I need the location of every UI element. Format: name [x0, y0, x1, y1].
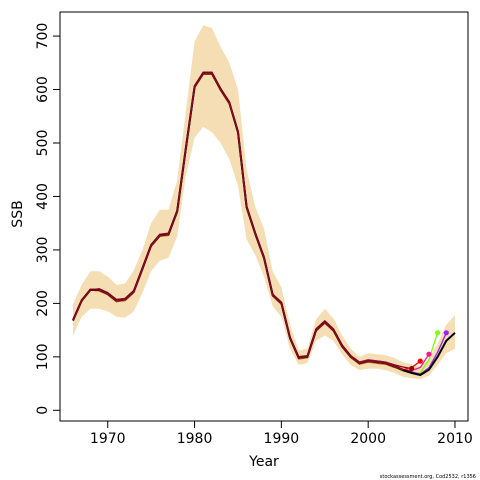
- y-axis-title: SSB: [10, 200, 26, 227]
- retro-endpoint-2006: [417, 358, 423, 364]
- x-tick-label-2010: 2010: [437, 431, 473, 447]
- y-tick-label-600: 600: [35, 76, 51, 103]
- y-axis: 0 100 200 300 400 500 600 700: [35, 23, 61, 415]
- y-tick-label-400: 400: [35, 183, 51, 210]
- x-tick-label-1970: 1970: [90, 431, 126, 447]
- x-tick-label-1980: 1980: [177, 431, 213, 447]
- y-tick-label-300: 300: [35, 237, 51, 264]
- x-axis-title: Year: [248, 454, 279, 470]
- y-tick-label-500: 500: [35, 130, 51, 157]
- y-tick-label-100: 100: [35, 343, 51, 370]
- retro-endpoints-layer: [409, 330, 449, 372]
- estimate-line-layer: [72, 72, 456, 377]
- retro-endpoint-2007: [426, 351, 432, 357]
- credit-text: stockassessment.org, Cod2532, r1356: [380, 474, 476, 480]
- retro-endpoint-2008: [435, 330, 441, 336]
- x-tick-label-2000: 2000: [350, 431, 386, 447]
- ssb-estimate-line-history: [72, 72, 404, 371]
- retro-endpoint-2009: [443, 330, 449, 336]
- x-axis: 1970 1980 1990 2000 2010: [90, 420, 473, 447]
- y-tick-label-0: 0: [35, 406, 51, 415]
- y-tick-label-200: 200: [35, 290, 51, 317]
- retro-endpoint-2005: [409, 366, 415, 372]
- x-tick-label-1990: 1990: [264, 431, 300, 447]
- y-tick-label-700: 700: [35, 23, 51, 50]
